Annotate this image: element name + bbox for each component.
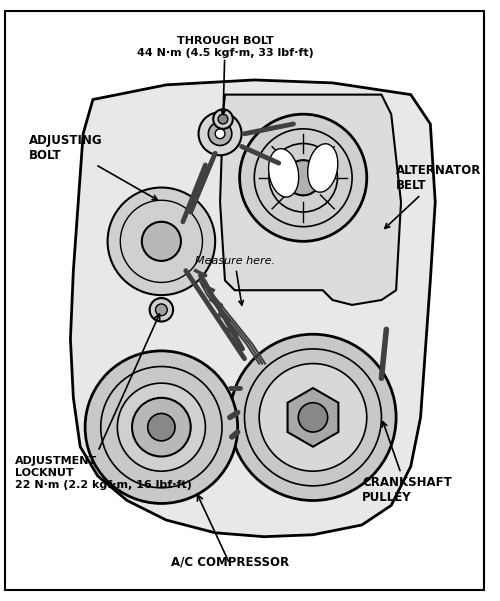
Circle shape bbox=[259, 364, 367, 471]
Text: Measure here.: Measure here. bbox=[194, 256, 274, 305]
Circle shape bbox=[240, 114, 367, 242]
Circle shape bbox=[150, 298, 173, 322]
Text: ADJUSTING
BOLT: ADJUSTING BOLT bbox=[30, 134, 158, 200]
Circle shape bbox=[230, 334, 396, 501]
Polygon shape bbox=[288, 388, 339, 447]
Ellipse shape bbox=[308, 144, 338, 192]
Circle shape bbox=[218, 114, 228, 124]
Text: ALTERNATOR
BELT: ALTERNATOR BELT bbox=[385, 163, 482, 228]
Circle shape bbox=[156, 304, 167, 316]
Circle shape bbox=[118, 383, 206, 471]
Text: THROUGH BOLT
44 N·m (4.5 kgf·m, 33 lbf·ft): THROUGH BOLT 44 N·m (4.5 kgf·m, 33 lbf·f… bbox=[136, 36, 314, 114]
Circle shape bbox=[286, 160, 321, 195]
Circle shape bbox=[208, 122, 232, 145]
Circle shape bbox=[132, 398, 190, 457]
Polygon shape bbox=[70, 80, 435, 537]
Ellipse shape bbox=[268, 148, 298, 197]
Polygon shape bbox=[220, 94, 401, 305]
Circle shape bbox=[198, 112, 242, 155]
Text: CRANKSHAFT
PULLEY: CRANKSHAFT PULLEY bbox=[362, 422, 452, 504]
Circle shape bbox=[215, 129, 225, 139]
Circle shape bbox=[298, 403, 328, 432]
Circle shape bbox=[85, 351, 237, 504]
Text: A/C COMPRESSOR: A/C COMPRESSOR bbox=[171, 556, 289, 569]
Text: ADJUSTMENT
LOCKNUT
22 N·m (2.2 kgf·m, 16 lbf·ft): ADJUSTMENT LOCKNUT 22 N·m (2.2 kgf·m, 16… bbox=[14, 457, 192, 490]
Circle shape bbox=[148, 413, 175, 441]
Circle shape bbox=[142, 222, 181, 261]
Circle shape bbox=[108, 188, 215, 295]
Circle shape bbox=[213, 109, 233, 129]
Circle shape bbox=[225, 100, 382, 256]
